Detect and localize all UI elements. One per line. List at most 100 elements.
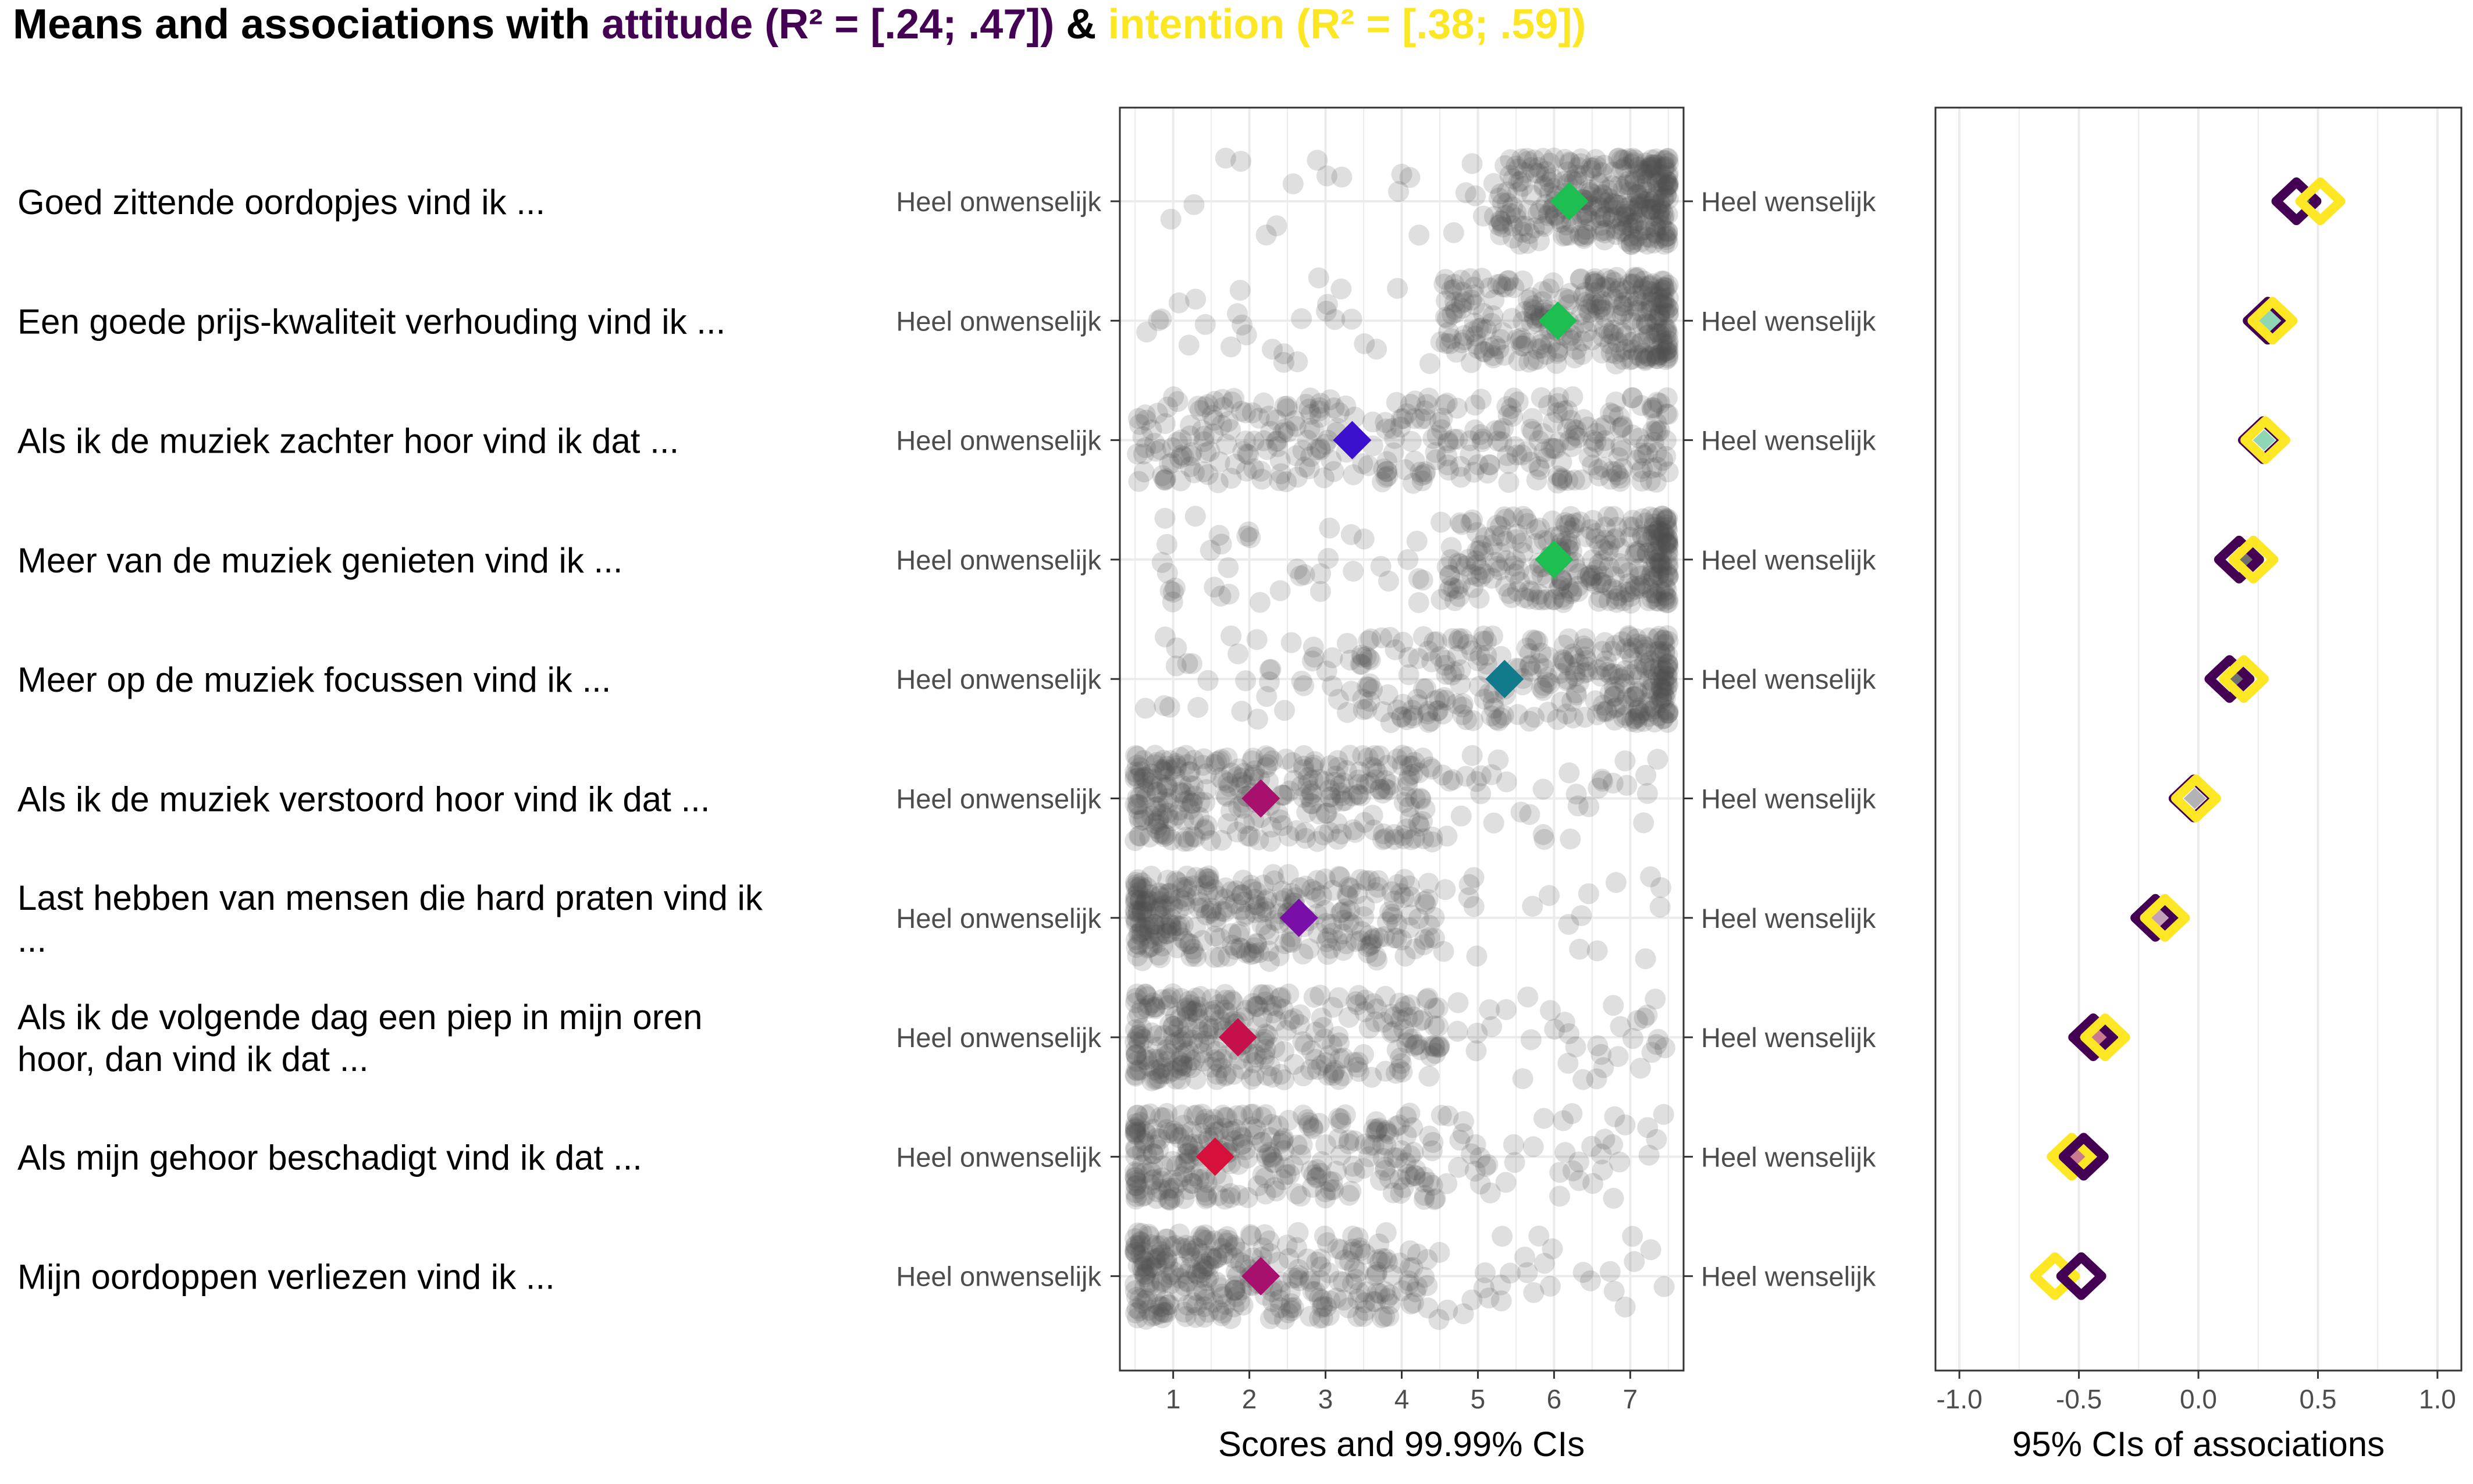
score-point: [1403, 472, 1424, 494]
score-point: [1602, 208, 1624, 230]
score-point: [1633, 812, 1654, 834]
score-point: [1649, 420, 1670, 442]
score-point: [1208, 525, 1230, 546]
score-point: [1347, 1289, 1369, 1310]
score-point: [1179, 425, 1201, 447]
score-point: [1503, 506, 1524, 528]
score-point: [1467, 540, 1488, 562]
score-point: [1640, 345, 1661, 366]
score-point: [1489, 420, 1511, 442]
score-point: [1559, 520, 1581, 542]
score-point: [1539, 885, 1560, 906]
score-point: [1236, 999, 1257, 1021]
score-point: [1451, 514, 1472, 535]
score-point: [1650, 193, 1671, 215]
score-point: [1286, 558, 1308, 580]
score-point: [1473, 341, 1495, 362]
score-point: [1621, 424, 1643, 446]
score-point: [1132, 426, 1154, 447]
score-point: [1351, 645, 1372, 666]
score-point: [1620, 309, 1642, 330]
score-point: [1648, 564, 1670, 585]
score-point: [1616, 174, 1637, 195]
score-point: [1622, 387, 1643, 408]
score-point: [1450, 269, 1472, 291]
score-point: [1601, 196, 1622, 218]
score-point: [1582, 1173, 1603, 1194]
score-point: [1578, 293, 1600, 315]
score-point: [1653, 271, 1674, 292]
item-label: Een goede prijs-kwaliteit verhouding vin…: [17, 302, 725, 341]
score-point: [1648, 304, 1669, 326]
score-point: [1509, 233, 1531, 255]
score-point: [1645, 549, 1666, 571]
score-point: [1647, 520, 1668, 542]
score-point: [1657, 323, 1679, 344]
score-point: [1650, 198, 1671, 220]
score-point: [1390, 408, 1412, 430]
score-point: [1657, 303, 1679, 324]
score-point: [1531, 387, 1552, 408]
score-point: [1625, 268, 1646, 289]
score-point: [1447, 579, 1468, 600]
score-point: [1280, 632, 1302, 653]
score-point: [1532, 778, 1554, 800]
score-point: [1611, 341, 1632, 362]
score-point: [1656, 185, 1677, 207]
score-point: [1298, 398, 1320, 420]
score-point: [1414, 400, 1436, 422]
score-point: [1330, 1239, 1351, 1261]
score-point: [1506, 155, 1527, 177]
score-point: [1543, 589, 1564, 610]
score-point: [1461, 289, 1482, 311]
score-point: [1344, 407, 1365, 428]
score-point: [1580, 1270, 1601, 1291]
score-point: [1483, 812, 1504, 834]
score-point: [1294, 456, 1316, 478]
score-point: [1440, 328, 1462, 350]
score-point: [1629, 159, 1651, 181]
score-point: [1383, 442, 1404, 464]
score-point: [1635, 512, 1656, 533]
score-point: [1628, 197, 1650, 218]
score-point: [1594, 229, 1616, 251]
score-point: [1597, 179, 1618, 201]
score-point: [1197, 1301, 1219, 1323]
score-point: [1589, 197, 1611, 219]
score-point: [1585, 522, 1607, 544]
score-point: [1553, 225, 1574, 247]
score-point: [1656, 562, 1678, 583]
score-point: [1628, 188, 1650, 209]
score-point: [1500, 202, 1521, 224]
score-point: [1390, 1183, 1411, 1204]
score-point: [1594, 430, 1616, 451]
score-point: [1507, 182, 1529, 203]
score-point: [1553, 589, 1575, 610]
score-point: [1447, 1020, 1468, 1042]
score-point: [1463, 276, 1485, 298]
score-point: [1375, 1222, 1397, 1243]
score-point: [1513, 335, 1534, 357]
score-point: [1489, 542, 1511, 563]
score-point: [1573, 312, 1595, 334]
score-point: [1653, 522, 1675, 544]
score-point: [1165, 1123, 1187, 1144]
score-point: [1308, 267, 1329, 289]
score-point: [1318, 547, 1339, 569]
score-point: [1652, 201, 1674, 223]
score-point: [1607, 194, 1629, 216]
score-point: [1563, 517, 1585, 539]
score-point: [1560, 506, 1582, 527]
score-point: [1467, 454, 1489, 475]
score-point: [1204, 390, 1226, 412]
score-point: [1436, 825, 1458, 847]
score-point: [1465, 185, 1486, 207]
score-point: [1585, 282, 1606, 303]
score-point: [1533, 1108, 1554, 1129]
score-point: [1487, 556, 1508, 577]
score-point: [1586, 940, 1608, 962]
score-point: [1460, 444, 1481, 466]
score-point: [1507, 158, 1529, 180]
score-point: [1589, 293, 1611, 315]
score-point: [1656, 592, 1677, 614]
